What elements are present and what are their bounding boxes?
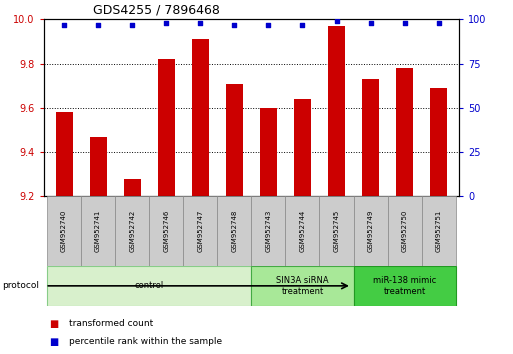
Text: GSM952748: GSM952748 <box>231 210 238 252</box>
Bar <box>226 84 243 196</box>
FancyBboxPatch shape <box>183 196 218 266</box>
Text: GSM952740: GSM952740 <box>61 210 67 252</box>
Bar <box>157 59 175 196</box>
Text: control: control <box>134 281 164 290</box>
Bar <box>396 68 413 196</box>
FancyBboxPatch shape <box>47 266 251 306</box>
Text: GSM952743: GSM952743 <box>265 210 271 252</box>
Text: GSM952745: GSM952745 <box>333 210 340 252</box>
Point <box>230 22 239 28</box>
Text: protocol: protocol <box>3 281 40 290</box>
Bar <box>55 112 72 196</box>
FancyBboxPatch shape <box>218 196 251 266</box>
Text: GSM952747: GSM952747 <box>198 210 203 252</box>
FancyBboxPatch shape <box>251 196 285 266</box>
Point <box>435 20 443 26</box>
Point <box>94 22 102 28</box>
FancyBboxPatch shape <box>251 266 353 306</box>
Text: GSM952749: GSM952749 <box>368 210 373 252</box>
Bar <box>362 79 379 196</box>
FancyBboxPatch shape <box>47 196 81 266</box>
Point <box>264 22 272 28</box>
Text: GSM952742: GSM952742 <box>129 210 135 252</box>
Point <box>401 20 409 26</box>
Bar <box>430 88 447 196</box>
Text: percentile rank within the sample: percentile rank within the sample <box>69 337 222 346</box>
FancyBboxPatch shape <box>422 196 456 266</box>
Bar <box>124 179 141 196</box>
FancyBboxPatch shape <box>285 196 320 266</box>
Point <box>366 20 374 26</box>
Text: GSM952746: GSM952746 <box>163 210 169 252</box>
FancyBboxPatch shape <box>388 196 422 266</box>
Point <box>196 20 204 26</box>
Text: transformed count: transformed count <box>69 319 153 329</box>
FancyBboxPatch shape <box>353 266 456 306</box>
Bar <box>192 39 209 196</box>
FancyBboxPatch shape <box>320 196 353 266</box>
Text: GSM952750: GSM952750 <box>402 210 408 252</box>
Text: GSM952741: GSM952741 <box>95 210 101 252</box>
FancyBboxPatch shape <box>115 196 149 266</box>
FancyBboxPatch shape <box>81 196 115 266</box>
Text: GSM952751: GSM952751 <box>436 210 442 252</box>
FancyBboxPatch shape <box>149 196 183 266</box>
Point <box>332 18 341 24</box>
Text: GDS4255 / 7896468: GDS4255 / 7896468 <box>93 4 221 17</box>
Bar <box>260 108 277 196</box>
Point <box>60 22 68 28</box>
Bar <box>90 137 107 196</box>
Point <box>128 22 136 28</box>
Text: ■: ■ <box>49 337 58 347</box>
Bar <box>328 26 345 196</box>
FancyBboxPatch shape <box>353 196 388 266</box>
Text: miR-138 mimic
treatment: miR-138 mimic treatment <box>373 276 436 296</box>
Point <box>162 20 170 26</box>
Point <box>299 22 307 28</box>
Text: ■: ■ <box>49 319 58 329</box>
Bar <box>294 99 311 196</box>
Text: GSM952744: GSM952744 <box>300 210 305 252</box>
Text: SIN3A siRNA
treatment: SIN3A siRNA treatment <box>276 276 329 296</box>
